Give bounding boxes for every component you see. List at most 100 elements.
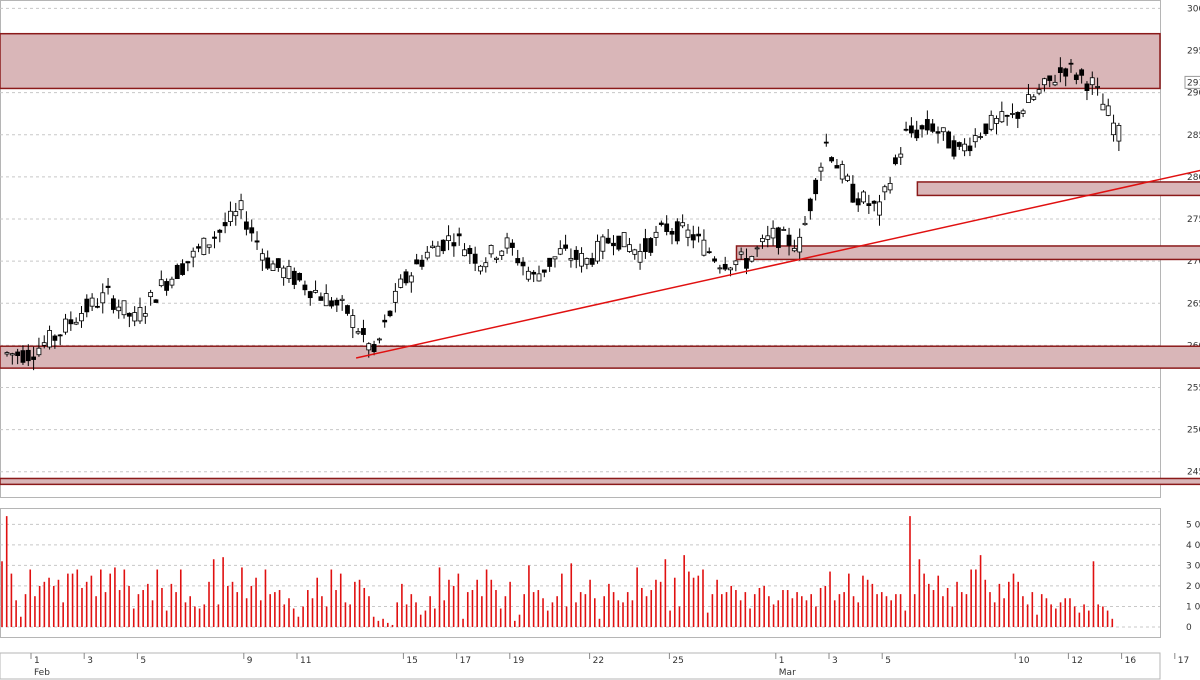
candle-body (914, 129, 920, 139)
price-tick-label: 280 (1187, 173, 1200, 183)
candle-body (611, 242, 616, 247)
candle-body (355, 331, 361, 334)
candle-body (4, 352, 10, 355)
candle-body (978, 136, 983, 138)
candle-body (994, 118, 999, 124)
candle-body (1036, 89, 1042, 94)
candle-body (190, 250, 196, 258)
candle-body (972, 135, 978, 143)
candle-body (196, 246, 201, 249)
candle-body (1089, 77, 1095, 86)
candle-body (1047, 75, 1053, 81)
x-tick-label: 22 (593, 656, 604, 666)
candle-body (1100, 103, 1106, 111)
candle-body (680, 222, 686, 227)
candle-body (749, 256, 755, 262)
candle-body (988, 114, 994, 130)
candle-body (1063, 68, 1069, 77)
candle-body (424, 251, 430, 259)
candle-body (584, 258, 590, 265)
volume-tick-label: 4 000 000 (1186, 541, 1200, 551)
x-axis: 1Feb3591115171922251Mar35101216171822242… (0, 652, 1189, 680)
candle-body (478, 265, 483, 272)
candle-body (605, 237, 611, 244)
candle-body (1015, 112, 1021, 119)
candle-body (430, 245, 436, 248)
candle-body (15, 351, 21, 356)
candle-body (861, 191, 866, 203)
candle-body (259, 253, 265, 261)
candle-body (871, 200, 877, 204)
candle-body (701, 239, 707, 256)
candle-body (648, 238, 654, 253)
volume-frame (0, 508, 1161, 638)
candle-body (121, 300, 127, 316)
candle-body (813, 179, 819, 195)
x-tick-label: 3 (832, 656, 838, 666)
candle-body (525, 270, 531, 280)
candle-body (845, 175, 850, 181)
candle-body (334, 299, 340, 306)
candle-body (31, 356, 37, 360)
candle-body (706, 251, 712, 254)
candle-body (398, 278, 404, 288)
candle-body (541, 269, 547, 273)
candle-body (776, 227, 781, 248)
x-tick-label: 9 (247, 656, 253, 666)
candle-body (185, 261, 191, 264)
candle-body (148, 292, 154, 298)
candle-body (392, 290, 398, 303)
candle-body (116, 306, 122, 312)
candle-body (249, 227, 255, 234)
volume-tick-label: 2 000 000 (1186, 582, 1200, 592)
x-tick-label: 25 (672, 656, 683, 666)
candle-body (1084, 83, 1090, 92)
candle-body (228, 210, 233, 222)
candle-body (376, 338, 382, 341)
candle-body (419, 259, 425, 267)
candle-body (499, 250, 505, 256)
price-tick-label: 290 (1187, 89, 1200, 99)
candle-body (1095, 86, 1100, 88)
candle-body (1111, 122, 1116, 136)
x-tick-label: 3 (87, 656, 93, 666)
candle-body (664, 223, 670, 232)
candle-body (504, 237, 510, 249)
candle-body (829, 157, 834, 162)
candle-body (153, 299, 159, 303)
candle-body (387, 310, 393, 317)
volume-tick-label: 5 000 000 (1186, 520, 1200, 530)
candle-body (488, 245, 494, 255)
candle-body (275, 258, 281, 268)
candle-body (658, 222, 664, 225)
candle-body (653, 231, 659, 238)
candle-body (63, 318, 68, 333)
candle-body (807, 198, 813, 212)
candle-body (1116, 125, 1122, 142)
candle-body (797, 236, 803, 253)
candle-body (52, 335, 58, 341)
volume-tick-label: 0 (1186, 623, 1192, 633)
candle-body (690, 234, 696, 241)
candle-body (243, 221, 249, 230)
x-month-label: Mar (779, 668, 796, 678)
candle-body (754, 247, 760, 250)
candle-body (818, 166, 824, 172)
candle-body (41, 342, 47, 346)
candle-body (403, 271, 409, 284)
candle-body (563, 244, 568, 249)
candle-body (733, 260, 739, 266)
candle-body (956, 142, 962, 147)
candle-body (909, 125, 914, 134)
candle-body (893, 157, 898, 165)
candle-body (850, 183, 856, 203)
candle-body (509, 242, 515, 248)
candle-body (1079, 69, 1085, 76)
candle-body (164, 281, 170, 291)
candle-body (142, 313, 148, 317)
candle-body (669, 230, 675, 235)
resistance-zone-top (0, 32, 1161, 90)
candle-body (446, 235, 451, 241)
candle-body (297, 272, 303, 281)
